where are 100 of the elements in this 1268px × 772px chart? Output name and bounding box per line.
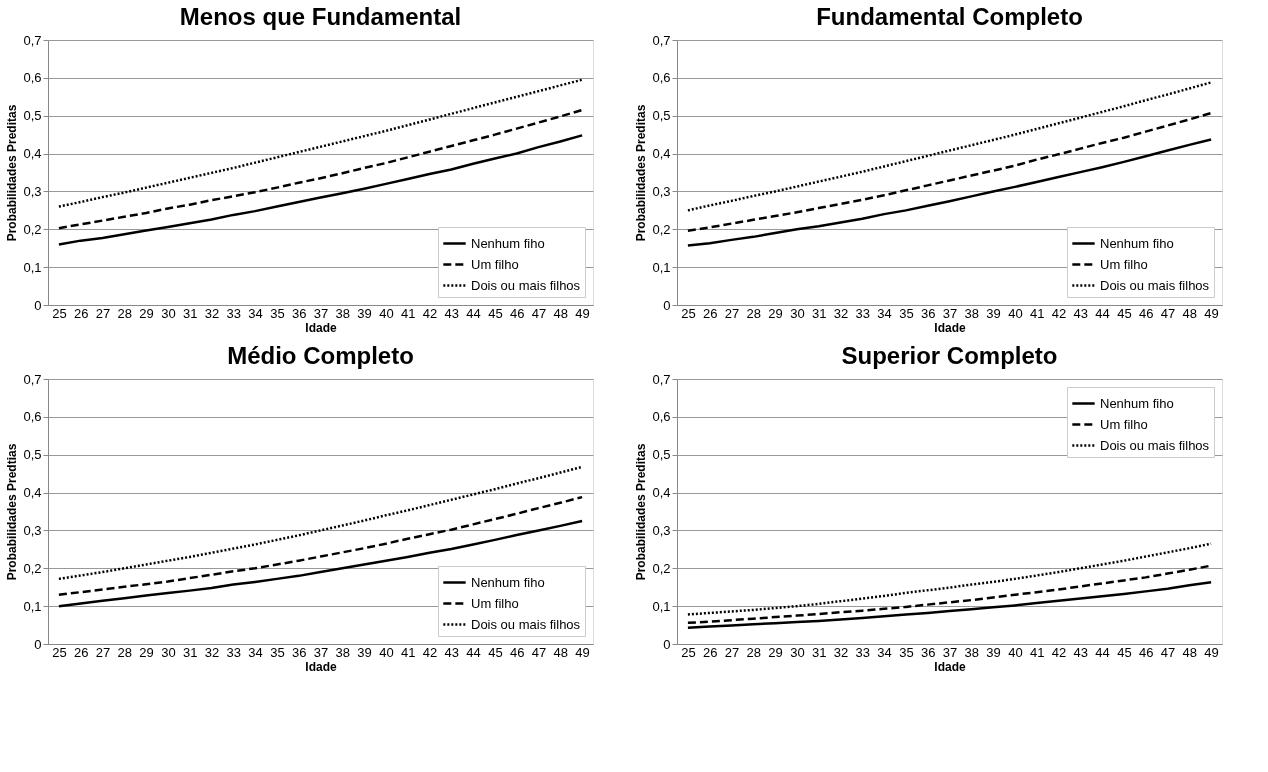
x-tick-label: 43 [444,644,460,660]
legend-label: Nenhum fiho [471,574,545,590]
y-tick-label: 0,7 [23,371,42,387]
legend-label: Dois ou mais filhos [471,616,581,632]
x-tick-label: 36 [291,644,307,660]
x-tick-label: 28 [746,305,762,321]
x-tick-label: 34 [877,305,892,321]
x-tick-label: 35 [270,644,285,660]
x-tick-label: 41 [400,644,416,660]
x-tick-label: 42 [1051,305,1067,321]
line-series [686,81,1213,212]
x-tick-label: 44 [1095,644,1110,660]
y-tick-label: 0 [663,297,671,313]
x-tick-label: 46 [509,305,525,321]
y-axis-title: Probabilidades Preditas [634,104,649,242]
y-tick-label: 0,5 [23,447,42,463]
y-tick-label: 0,2 [23,560,42,576]
x-tick-label: 27 [95,305,111,321]
x-tick-label: 48 [1182,305,1198,321]
x-tick-label: 41 [1029,644,1045,660]
legend-label: Dois ou mais filhos [1100,277,1210,293]
y-tick-label: 0,3 [23,183,42,199]
x-tick-label: 28 [746,644,762,660]
x-tick-label: 46 [1138,305,1154,321]
x-tick-label: 44 [466,644,481,660]
x-tick-label: 30 [790,644,805,660]
x-tick-label: 33 [855,644,871,660]
y-tick-label: 0,4 [652,146,671,162]
x-tick-label: 32 [204,644,220,660]
x-tick-label: 37 [313,305,329,321]
x-tick-label: 37 [313,644,329,660]
line-series [57,519,584,608]
y-tick-label: 0,4 [652,485,671,501]
chart-title: Superior Completo [841,342,1058,369]
x-tick-label: 30 [161,644,176,660]
x-tick-label: 44 [466,305,481,321]
x-tick-label: 38 [335,305,351,321]
line-series [686,581,1213,629]
legend-label: Um filho [471,595,519,611]
x-axis-title: Idade [305,320,337,335]
x-tick-label: 42 [422,644,438,660]
x-tick-label: 40 [379,305,394,321]
legend-label: Nenhum fiho [1100,395,1174,411]
x-tick-label: 42 [422,305,438,321]
x-tick-label: 40 [1008,644,1023,660]
x-tick-label: 25 [52,644,67,660]
y-tick-label: 0,7 [652,32,671,48]
x-tick-label: 26 [73,305,89,321]
x-axis-title: Idade [305,659,337,674]
x-tick-label: 36 [920,305,936,321]
x-tick-label: 48 [553,644,569,660]
legend-label: Um filho [1100,416,1148,432]
x-tick-label: 32 [833,305,849,321]
y-tick-label: 0,3 [652,183,671,199]
y-tick-label: 0,5 [652,447,671,463]
x-tick-label: 26 [702,644,718,660]
x-tick-label: 43 [1073,305,1089,321]
x-tick-label: 47 [531,644,547,660]
y-tick-label: 0,6 [23,409,42,425]
x-tick-label: 35 [899,644,914,660]
x-tick-label: 28 [117,644,133,660]
y-tick-label: 0,3 [652,522,671,538]
y-tick-label: 0,7 [23,32,42,48]
y-tick-label: 0,6 [652,70,671,86]
y-tick-label: 0,3 [23,522,42,538]
y-tick-label: 0,1 [652,598,671,614]
x-tick-label: 43 [1073,644,1089,660]
y-tick-label: 0,7 [652,371,671,387]
x-tick-label: 25 [681,644,696,660]
y-tick-label: 0,4 [23,485,42,501]
x-tick-label: 49 [1204,305,1219,321]
y-axis-title: Probabilidades Preditas [634,443,649,581]
chart-title: Menos que Fundamental [179,3,462,30]
y-tick-label: 0,1 [23,259,42,275]
x-tick-label: 36 [291,305,307,321]
x-tick-label: 47 [1160,644,1176,660]
y-tick-label: 0,5 [652,108,671,124]
x-tick-label: 35 [899,305,914,321]
x-tick-label: 26 [702,305,718,321]
x-tick-label: 39 [986,305,1001,321]
y-axis-title: Probabilidades Preditas [5,104,20,242]
y-tick-label: 0,6 [652,409,671,425]
line-series [686,111,1213,233]
chart-title: Médio Completo [227,342,414,369]
x-tick-label: 33 [226,644,242,660]
x-tick-label: 27 [724,644,740,660]
x-tick-label: 45 [488,644,503,660]
line-series [57,134,584,246]
x-tick-label: 37 [942,644,958,660]
x-tick-label: 31 [811,305,827,321]
line-series [57,108,584,230]
x-tick-label: 40 [1008,305,1023,321]
y-tick-label: 0,6 [23,70,42,86]
x-tick-label: 27 [95,644,111,660]
x-tick-label: 36 [920,644,936,660]
x-tick-label: 26 [73,644,89,660]
chart-title: Fundamental Completo [816,3,1083,30]
line-series [57,495,584,597]
x-tick-label: 29 [139,644,154,660]
y-tick-label: 0,2 [652,560,671,576]
